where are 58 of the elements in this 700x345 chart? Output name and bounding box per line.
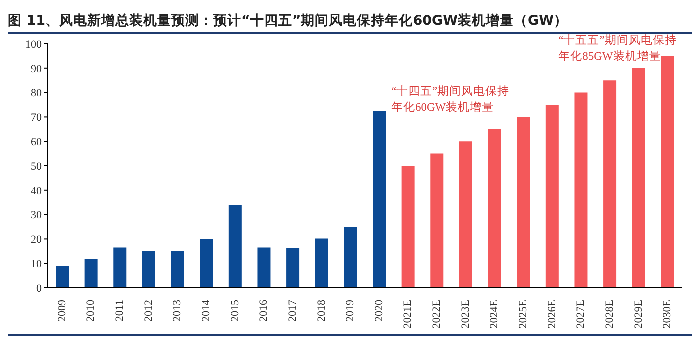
x-tick-label: 2030E — [662, 300, 674, 329]
bar — [402, 166, 415, 288]
bar — [488, 129, 502, 288]
bar — [114, 248, 127, 288]
x-tick-label: 2019 — [344, 300, 357, 322]
y-tick-label: 10 — [31, 258, 42, 271]
bar — [373, 111, 386, 288]
x-tick-label: 2018 — [316, 300, 328, 322]
annotation: “十五五”期间风电保持年化85GW装机增量 — [558, 34, 678, 66]
bar — [315, 238, 328, 288]
x-tick-label: 2022E — [431, 300, 444, 329]
bar — [344, 227, 358, 288]
x-tick-label: 2013 — [172, 300, 184, 322]
bar — [632, 68, 646, 288]
bar — [228, 205, 242, 288]
y-tick-label: 50 — [31, 160, 42, 173]
bar — [56, 266, 69, 288]
bar — [430, 154, 444, 288]
x-tick-label: 2026E — [546, 300, 558, 329]
y-tick-label: 30 — [31, 210, 42, 222]
y-tick-label: 20 — [31, 234, 42, 246]
x-tick-label: 2012 — [142, 300, 155, 322]
x-tick-label: 2015 — [229, 300, 242, 322]
x-tick-label: 2016 — [258, 300, 270, 322]
y-tick-label: 0 — [36, 282, 42, 295]
x-tick-label: 2010 — [85, 300, 98, 322]
x-tick-label: 2017 — [286, 300, 299, 322]
x-tick-label: 2009 — [56, 300, 68, 322]
annotation: “十四五”期间风电保持年化60GW装机增量 — [391, 84, 511, 116]
bar — [604, 80, 617, 288]
bar — [200, 239, 214, 288]
chart-title: 图 11、风电新增总装机量预测：预计“十四五”期间风电保持年化60GW装机增量（GW） — [8, 12, 569, 30]
x-tick-label: 2021E — [402, 300, 414, 329]
y-tick-label: 100 — [26, 38, 42, 51]
bar — [171, 251, 184, 288]
x-tick-label: 2028E — [604, 300, 616, 329]
bar — [459, 142, 472, 288]
bar — [546, 105, 559, 288]
x-tick-label: 2029E — [632, 300, 645, 329]
bar — [517, 117, 530, 288]
x-tick-label: 2011 — [114, 300, 126, 322]
x-tick-label: 2014 — [200, 300, 212, 322]
x-tick-label: 2020 — [373, 300, 386, 322]
bar — [84, 259, 98, 288]
y-tick-label: 60 — [31, 136, 42, 149]
bar — [142, 251, 156, 288]
x-tick-label: 2025E — [518, 300, 530, 329]
y-tick-label: 90 — [31, 63, 42, 76]
x-tick-label: 2023E — [460, 300, 472, 329]
x-tick-label: 2024E — [488, 300, 501, 329]
y-tick-label: 80 — [31, 88, 42, 100]
bar — [574, 92, 588, 288]
y-tick-label: 40 — [31, 185, 42, 198]
bar — [661, 56, 674, 288]
bar — [258, 248, 271, 288]
x-tick-label: 2027E — [575, 300, 588, 329]
y-tick-label: 70 — [31, 112, 42, 124]
bar — [286, 248, 300, 288]
